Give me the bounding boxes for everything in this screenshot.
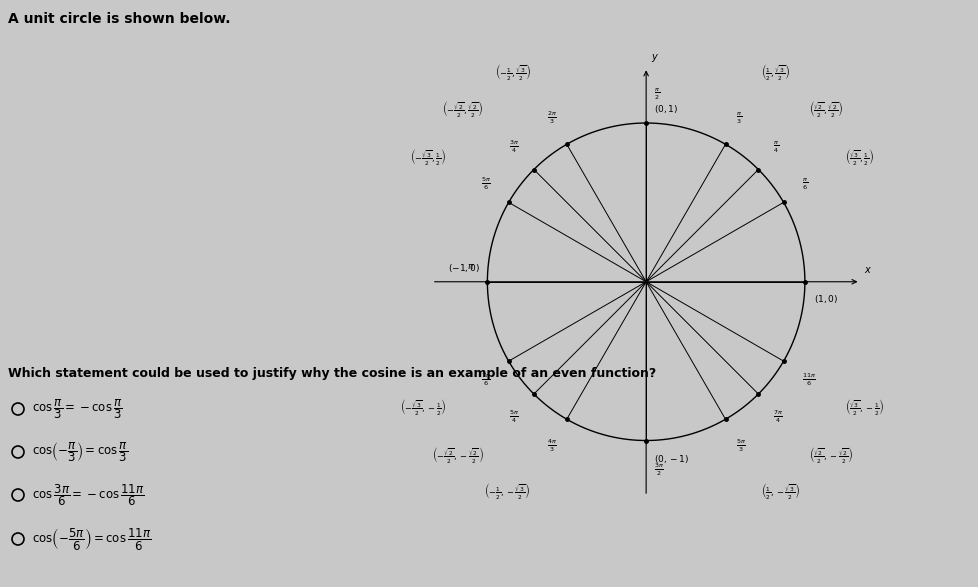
Text: $\left(-\frac{\sqrt{2}}{2}, \frac{\sqrt{2}}{2}\right)$: $\left(-\frac{\sqrt{2}}{2}, \frac{\sqrt{… [441,99,483,119]
Text: $\frac{2\pi}{3}$: $\frac{2\pi}{3}$ [546,110,556,126]
Text: $\frac{5\pi}{6}$: $\frac{5\pi}{6}$ [480,176,490,192]
Text: $\frac{4\pi}{3}$: $\frac{4\pi}{3}$ [546,437,556,454]
Text: $\frac{3\pi}{2}$: $\frac{3\pi}{2}$ [653,461,663,478]
Text: A unit circle is shown below.: A unit circle is shown below. [8,12,230,26]
Text: $\left(-\frac{\sqrt{3}}{2}, -\frac{1}{2}\right)$: $\left(-\frac{\sqrt{3}}{2}, -\frac{1}{2}… [400,397,446,417]
Text: $\cos\!\left(-\dfrac{\pi}{3}\right) = \cos\dfrac{\pi}{3}$: $\cos\!\left(-\dfrac{\pi}{3}\right) = \c… [32,440,128,464]
Text: $(0, -1)$: $(0, -1)$ [653,453,689,465]
Text: $\left(\frac{\sqrt{3}}{2}, -\frac{1}{2}\right)$: $\left(\frac{\sqrt{3}}{2}, -\frac{1}{2}\… [845,397,884,417]
Text: $\frac{11\pi}{6}$: $\frac{11\pi}{6}$ [801,372,815,388]
Text: $\pi$: $\pi$ [467,262,474,271]
Text: $\frac{7\pi}{6}$: $\frac{7\pi}{6}$ [480,372,490,388]
Text: $\left(-\frac{1}{2}, -\frac{\sqrt{3}}{2}\right)$: $\left(-\frac{1}{2}, -\frac{\sqrt{3}}{2}… [484,481,530,501]
Text: $\left(-\frac{\sqrt{3}}{2}, \frac{1}{2}\right)$: $\left(-\frac{\sqrt{3}}{2}, \frac{1}{2}\… [410,147,446,167]
Text: $\frac{\pi}{2}$: $\frac{\pi}{2}$ [653,87,659,102]
Text: $\left(-\frac{1}{2}, \frac{\sqrt{3}}{2}\right)$: $\left(-\frac{1}{2}, \frac{\sqrt{3}}{2}\… [494,62,530,82]
Text: $\left(\frac{\sqrt{3}}{2}, \frac{1}{2}\right)$: $\left(\frac{\sqrt{3}}{2}, \frac{1}{2}\r… [845,147,874,167]
Text: Which statement could be used to justify why the cosine is an example of an even: Which statement could be used to justify… [8,367,655,380]
Text: $\left(\frac{1}{2}, \frac{\sqrt{3}}{2}\right)$: $\left(\frac{1}{2}, \frac{\sqrt{3}}{2}\r… [761,62,789,82]
Text: $\left(\frac{\sqrt{2}}{2}, -\frac{\sqrt{2}}{2}\right)$: $\left(\frac{\sqrt{2}}{2}, -\frac{\sqrt{… [808,444,853,464]
Text: $y$: $y$ [650,52,658,64]
Text: $\frac{\pi}{6}$: $\frac{\pi}{6}$ [801,177,807,192]
Text: $(1, 0)$: $(1, 0)$ [814,293,838,305]
Text: $x$: $x$ [863,265,870,275]
Text: $\cos\dfrac{\pi}{3} = -\cos\dfrac{\pi}{3}$: $\cos\dfrac{\pi}{3} = -\cos\dfrac{\pi}{3… [32,397,122,421]
Text: $(0, 1)$: $(0, 1)$ [653,103,678,115]
Text: $\left(\frac{1}{2}, -\frac{\sqrt{3}}{2}\right)$: $\left(\frac{1}{2}, -\frac{\sqrt{3}}{2}\… [761,481,800,501]
Text: $\frac{\pi}{3}$: $\frac{\pi}{3}$ [735,111,741,126]
Text: $\left(-\frac{\sqrt{2}}{2}, -\frac{\sqrt{2}}{2}\right)$: $\left(-\frac{\sqrt{2}}{2}, -\frac{\sqrt… [431,444,483,464]
Text: $\frac{5\pi}{4}$: $\frac{5\pi}{4}$ [509,409,518,425]
Text: $(-1, 0)$: $(-1, 0)$ [447,262,479,274]
Text: $\left(\frac{\sqrt{2}}{2}, \frac{\sqrt{2}}{2}\right)$: $\left(\frac{\sqrt{2}}{2}, \frac{\sqrt{2… [808,99,842,119]
Text: $\cos\dfrac{3\pi}{6} = -\cos\dfrac{11\pi}{6}$: $\cos\dfrac{3\pi}{6} = -\cos\dfrac{11\pi… [32,482,145,508]
Text: $\frac{3\pi}{4}$: $\frac{3\pi}{4}$ [509,139,518,155]
Text: $\cos\!\left(-\dfrac{5\pi}{6}\right) = \cos\dfrac{11\pi}{6}$: $\cos\!\left(-\dfrac{5\pi}{6}\right) = \… [32,526,151,552]
Text: $\frac{\pi}{4}$: $\frac{\pi}{4}$ [773,140,778,155]
Text: $\frac{7\pi}{4}$: $\frac{7\pi}{4}$ [773,409,782,425]
Text: $\frac{5\pi}{3}$: $\frac{5\pi}{3}$ [735,437,745,454]
